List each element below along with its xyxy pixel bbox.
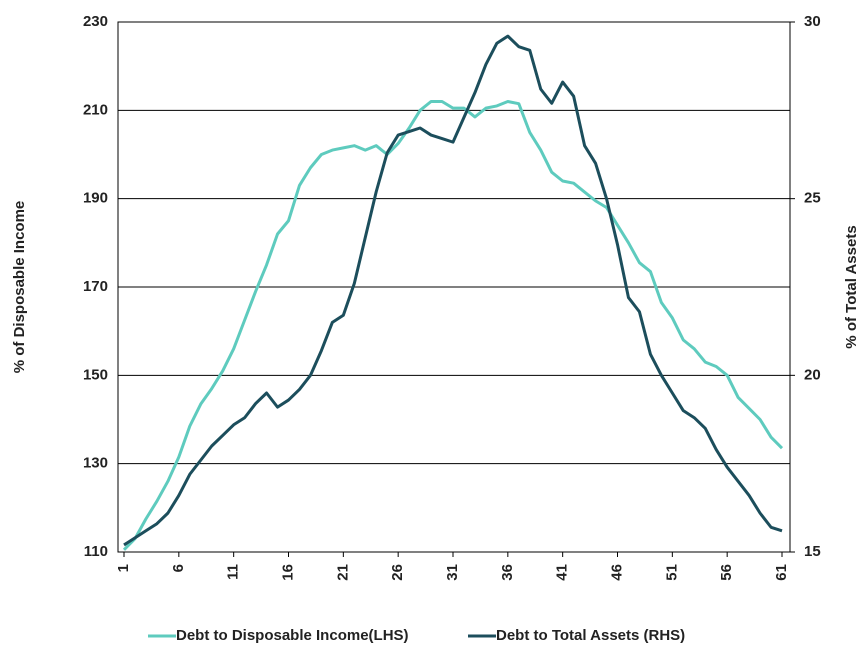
y-tick-label: 210 xyxy=(83,101,108,118)
line-series xyxy=(123,34,783,547)
y-tick-label: 150 xyxy=(83,366,108,383)
y-tick-label: 170 xyxy=(83,278,108,295)
x-tick-label: 46 xyxy=(608,564,625,581)
x-tick-label: 1 xyxy=(115,564,132,572)
y2-tick-label: 25 xyxy=(804,190,821,207)
x-tick-label: 6 xyxy=(170,564,187,572)
y2-tick-label: 20 xyxy=(804,366,821,383)
x-tick-label: 16 xyxy=(279,564,296,581)
y-tick-label: 110 xyxy=(84,543,108,560)
x-tick-label: 51 xyxy=(663,564,680,581)
x-tick-label: 56 xyxy=(718,564,735,581)
y-tick-label: 130 xyxy=(83,455,108,472)
plot-frame xyxy=(117,21,791,553)
y2-axis-title: % of Total Assets xyxy=(843,225,860,348)
y2-tick-label: 15 xyxy=(804,543,821,560)
x-tick-label: 21 xyxy=(334,564,351,581)
x-tick-label: 36 xyxy=(499,564,516,581)
x-tick-label: 31 xyxy=(444,564,461,581)
legend-label: Debt to Disposable Income(LHS) xyxy=(176,627,409,644)
line-series xyxy=(122,100,784,551)
x-tick-label: 26 xyxy=(389,564,406,581)
y-tick-label: 190 xyxy=(83,190,108,207)
x-tick-label: 61 xyxy=(773,564,790,581)
y-tick-label: 230 xyxy=(83,13,108,30)
y2-tick-label: 30 xyxy=(804,13,821,30)
y-axis-title: % of Disposable Income xyxy=(11,201,28,374)
x-tick-label: 11 xyxy=(225,564,242,580)
legend-label: Debt to Total Assets (RHS) xyxy=(496,627,685,644)
x-tick-label: 41 xyxy=(554,564,571,581)
